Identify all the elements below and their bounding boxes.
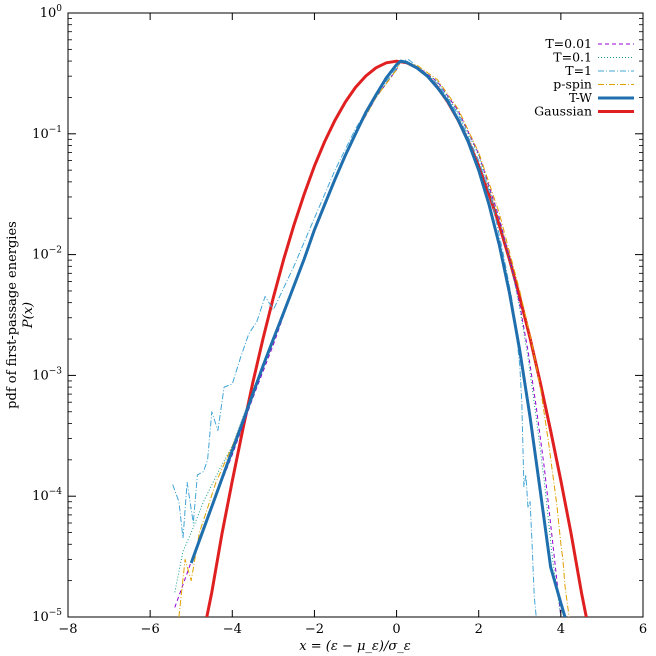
x-ticks: −8 −6 −4 −2 0 2 4 6 bbox=[58, 13, 647, 637]
y-tick-exponent: −3 bbox=[49, 366, 63, 376]
x-tick-label: 2 bbox=[475, 622, 483, 637]
y-tick-base: 10 bbox=[32, 368, 49, 383]
x-tick-label: −6 bbox=[141, 622, 160, 637]
y-tick-exponent: −4 bbox=[49, 487, 63, 497]
y-tick-label: 10−1 bbox=[32, 125, 62, 142]
y-tick-base: 10 bbox=[32, 610, 49, 625]
x-tick-label: 4 bbox=[557, 622, 565, 637]
x-tick-label: −2 bbox=[305, 622, 324, 637]
x-tick-label: −4 bbox=[223, 622, 242, 637]
legend-label: p-spin bbox=[553, 77, 592, 92]
y-tick-base: 10 bbox=[32, 489, 49, 504]
x-tick-label: 0 bbox=[392, 622, 400, 637]
y-tick-base: 10 bbox=[32, 127, 49, 142]
legend-label: Gaussian bbox=[534, 104, 592, 119]
x-tick-label: 6 bbox=[639, 622, 647, 637]
legend-label: T-W bbox=[569, 90, 592, 105]
y-tick-base: 10 bbox=[32, 248, 49, 263]
legend-label: T=1 bbox=[565, 63, 592, 78]
y-tick-exponent: −1 bbox=[49, 125, 62, 135]
y-tick-base: 10 bbox=[40, 6, 57, 21]
y-tick-label: 10−4 bbox=[32, 487, 62, 504]
plot-frame bbox=[67, 12, 644, 618]
y-tick-exponent: 0 bbox=[56, 4, 62, 14]
series-line-gaussian bbox=[205, 59, 588, 617]
y-tick-label: 10−2 bbox=[32, 246, 62, 263]
x-axis-label: x = (ε − μ_ε)/σ_ε bbox=[299, 639, 410, 654]
legend-label: T=0.1 bbox=[553, 50, 592, 65]
y-tick-exponent: −5 bbox=[49, 608, 63, 618]
y-tick-label: 100 bbox=[40, 4, 63, 21]
series-line-t-1 bbox=[172, 59, 537, 617]
series-layer bbox=[172, 59, 588, 617]
y-axis-label: pdf of first-passage energies bbox=[5, 221, 20, 409]
x-tick-label: −8 bbox=[58, 622, 77, 637]
y-tick-exponent: −2 bbox=[49, 246, 62, 256]
legend-label: T=0.01 bbox=[545, 36, 592, 51]
series-line-t-w bbox=[189, 59, 567, 617]
series-line-t-0-01 bbox=[174, 60, 562, 617]
y-axis-label-symbol: P(x) bbox=[21, 302, 36, 329]
y-tick-label: 10−5 bbox=[32, 608, 62, 625]
series-line-t-0-1 bbox=[174, 59, 562, 617]
y-tick-label: 10−3 bbox=[32, 366, 62, 383]
series-line-p-spin bbox=[178, 60, 570, 617]
